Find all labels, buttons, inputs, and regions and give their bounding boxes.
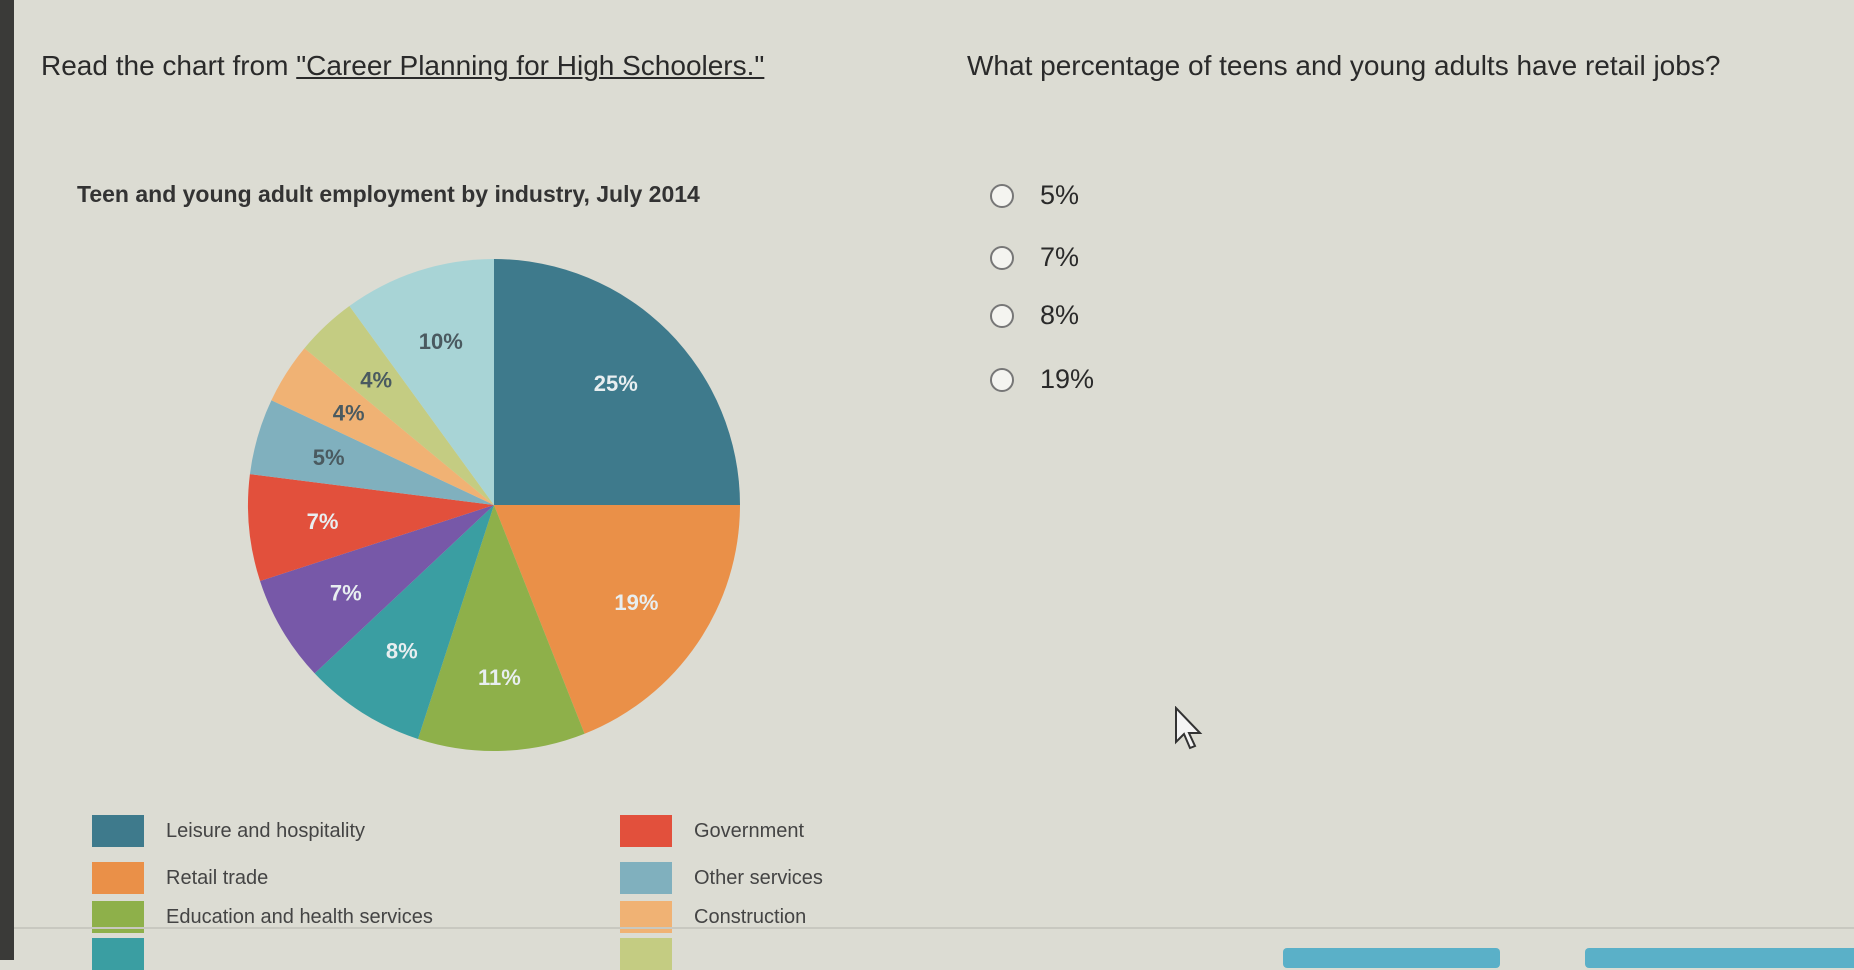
legend-swatch <box>620 938 672 970</box>
slice-label: 5% <box>313 445 345 470</box>
option-label: 7% <box>1040 242 1080 272</box>
pie-slice <box>304 305 494 505</box>
legend-swatch <box>92 938 144 970</box>
option-5-percent[interactable]: 5% <box>990 180 1079 211</box>
option-7-percent[interactable]: 7% <box>990 242 1079 273</box>
legend-label: Other services <box>694 866 823 889</box>
slice-label: 11% <box>478 665 521 690</box>
slice-label: 7% <box>330 581 362 606</box>
pie-chart: 25% 19% 11% 8% 7% 7% 5% 4% 4% 10% <box>247 259 740 751</box>
legend-item <box>620 938 694 970</box>
source-link[interactable]: "Career Planning for High Schoolers." <box>296 50 765 81</box>
pie-slice <box>417 505 585 751</box>
pie-slice <box>249 400 494 505</box>
slice-label: 7% <box>307 509 339 534</box>
legend-item: Leisure and hospitality <box>92 815 365 847</box>
slice-label: 8% <box>386 638 418 663</box>
pie-slice <box>247 474 494 582</box>
legend-label: Retail trade <box>166 866 269 889</box>
chart-title: Teen and young adult employment by indus… <box>77 181 700 207</box>
legend-label: Construction <box>694 905 807 928</box>
slice-label: 4% <box>360 367 392 392</box>
pie-slice <box>260 505 494 674</box>
legend-swatch <box>620 815 672 847</box>
divider <box>14 927 1854 929</box>
legend-item: Retail trade <box>92 862 268 894</box>
option-19-percent[interactable]: 19% <box>990 364 1094 395</box>
nav-button-right[interactable] <box>1585 948 1854 968</box>
radio-button[interactable] <box>990 183 1014 208</box>
legend-item: Government <box>620 815 804 847</box>
option-8-percent[interactable]: 8% <box>990 300 1079 331</box>
slice-label: 19% <box>614 590 658 615</box>
legend-swatch <box>92 862 144 894</box>
legend-item <box>92 938 166 970</box>
pie-slice <box>494 505 740 734</box>
option-label: 5% <box>1040 180 1080 210</box>
radio-button[interactable] <box>990 303 1014 328</box>
pie-slice <box>494 259 740 505</box>
legend-label: Government <box>694 819 805 842</box>
pie-slice <box>349 259 494 505</box>
legend-label: Leisure and hospitality <box>166 819 366 842</box>
radio-button[interactable] <box>990 245 1014 270</box>
nav-button-left[interactable] <box>1283 948 1500 968</box>
mouse-cursor-icon <box>1175 706 1203 750</box>
legend-swatch <box>620 862 672 894</box>
legend-swatch <box>92 815 144 847</box>
legend-item: Other services <box>620 862 823 894</box>
slice-label: 10% <box>419 329 463 354</box>
slice-label: 4% <box>333 401 365 426</box>
slice-label: 25% <box>594 371 638 396</box>
pie-slice <box>271 348 494 505</box>
option-label: 19% <box>1040 364 1095 394</box>
question-text: What percentage of teens and young adult… <box>967 50 1721 81</box>
option-label: 8% <box>1040 300 1080 330</box>
prompt-prefix: Read the chart from <box>41 50 297 81</box>
pie-slice <box>314 505 494 739</box>
prompt-text: Read the chart from "Career Planning for… <box>41 38 841 94</box>
left-edge-strip <box>0 0 14 960</box>
legend-label: Education and health services <box>166 905 433 928</box>
radio-button[interactable] <box>990 367 1014 392</box>
